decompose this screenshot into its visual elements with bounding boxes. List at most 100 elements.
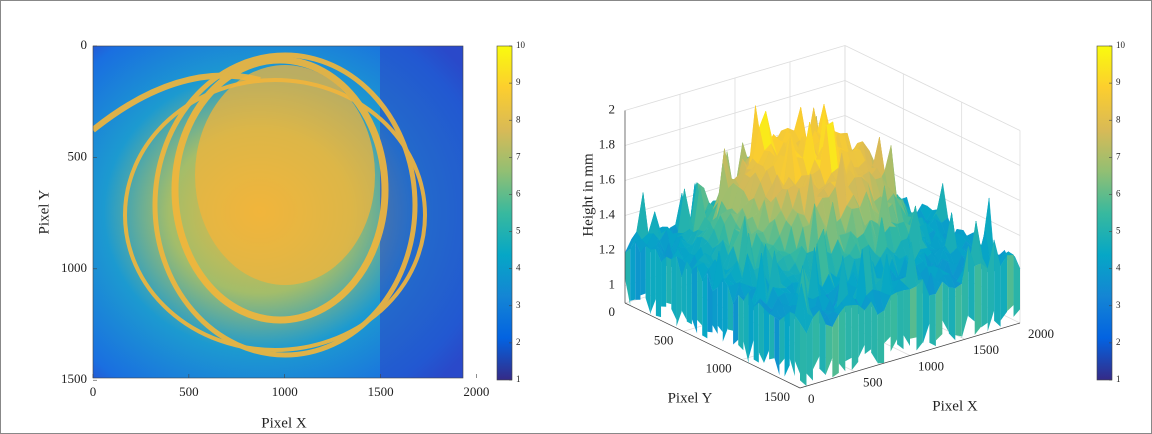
x-axis-label: Pixel X (261, 415, 307, 431)
grid-line (844, 45, 1021, 131)
surface-side (645, 245, 651, 315)
colorbar (496, 45, 513, 381)
z-tick-label: 1.8 (599, 136, 615, 151)
surface-side (717, 278, 723, 333)
x-tick-label: 0 (90, 384, 97, 399)
colorbar (1096, 45, 1113, 381)
surface-side (738, 294, 744, 351)
x-tick-label: 2000 (463, 384, 489, 399)
surface-side (858, 304, 865, 359)
colorbar-tick-label: 3 (1116, 300, 1121, 310)
colorbar-tick-label: 4 (1116, 263, 1121, 273)
y-axis-label: Pixel Y (36, 189, 52, 234)
surface-side (935, 281, 943, 341)
colorbar-tick-label: 1 (1116, 374, 1121, 384)
axis-line (624, 302, 801, 389)
surface-side (800, 323, 807, 387)
surface-side (784, 312, 790, 377)
surface-side (916, 279, 923, 351)
surface-side (1013, 254, 1020, 317)
surface-side (884, 295, 891, 344)
y-tick-label: 1000 (706, 361, 732, 376)
surface-side (743, 291, 749, 363)
surface-side (727, 285, 734, 331)
surface-side (712, 287, 718, 334)
y-tick-label: 0 (609, 304, 616, 319)
surface-side (942, 281, 949, 333)
surface-side (812, 310, 820, 370)
z-tick-label: 1 (609, 276, 616, 291)
colorbar-tick-label: 2 (1116, 337, 1121, 347)
x-tick-label: 0 (808, 391, 815, 406)
surface-side (851, 304, 859, 371)
surface-side (955, 283, 962, 337)
surface-patch (636, 192, 649, 240)
surface-side (789, 312, 795, 377)
surface-side (650, 249, 656, 313)
grid-line (844, 80, 1021, 166)
colorbar-tick-label: 8 (1116, 114, 1121, 124)
surface-side (671, 256, 677, 320)
surface-side (779, 316, 785, 365)
surface-side (676, 256, 682, 327)
z-tick-label: 1.6 (599, 171, 616, 186)
surface-side (994, 239, 1001, 327)
grid-line (844, 115, 1021, 201)
surface-side (722, 278, 728, 342)
x-tick-label: 1500 (973, 342, 999, 357)
surface-side (1007, 254, 1014, 312)
surface-side (825, 324, 833, 375)
surface-side (845, 305, 852, 362)
surface-side (753, 302, 759, 363)
surface-side (974, 263, 982, 335)
x-axis-label: Pixel X (932, 398, 978, 414)
surface-side (748, 291, 754, 359)
x-tick-label: 2000 (1028, 326, 1054, 341)
surface-side (897, 290, 904, 350)
y-tick-label: 1000 (61, 260, 87, 275)
surface-side (929, 293, 936, 347)
surface-side (635, 241, 641, 300)
colorbar-tick-label: 7 (516, 151, 521, 161)
surface-side (666, 256, 672, 305)
y-tick-label: 1500 (764, 389, 790, 404)
heatmap-image (93, 46, 463, 378)
colorbar-tick-label: 4 (516, 263, 521, 273)
colorbar-tick-label: 6 (516, 189, 521, 199)
surface-side (763, 308, 770, 363)
surface-side (681, 260, 687, 321)
y-axis-label: Pixel Y (668, 390, 713, 406)
x-tick-label: 1000 (918, 358, 944, 373)
x-tick-label: 500 (179, 384, 199, 399)
surface-side (794, 315, 800, 374)
x-tick-label: 1500 (368, 384, 394, 399)
surface-side (806, 317, 813, 381)
surface-side (661, 256, 667, 307)
colorbar-tick-label: 9 (516, 77, 521, 87)
surface-side (630, 241, 636, 301)
surface-side (890, 292, 898, 352)
surface-side (838, 305, 846, 372)
surface-side (910, 286, 917, 339)
surface-side (871, 301, 878, 364)
surface-side (903, 289, 910, 346)
x-tick-label: 1000 (272, 384, 298, 399)
colorbar-tick-label: 3 (516, 300, 521, 310)
surface-side (987, 239, 995, 332)
colorbar-tick-label: 10 (516, 40, 526, 50)
colorbar-tick-label: 5 (1116, 226, 1121, 236)
z-tick-label: 2 (609, 101, 616, 116)
surface-side (625, 248, 631, 306)
surface-side (948, 287, 956, 341)
surface-side (922, 279, 930, 344)
z-tick-label: 1.2 (599, 241, 615, 256)
colorbar-tick-label: 8 (516, 114, 521, 124)
y-tick-label: 500 (654, 332, 674, 347)
heatmap-box (92, 45, 464, 379)
surface-side (1000, 255, 1008, 321)
surface-side (864, 301, 872, 355)
surface-side (697, 265, 703, 326)
y-tick-label: 1500 (61, 371, 87, 386)
colorbar-tick-label: 6 (1116, 189, 1121, 199)
